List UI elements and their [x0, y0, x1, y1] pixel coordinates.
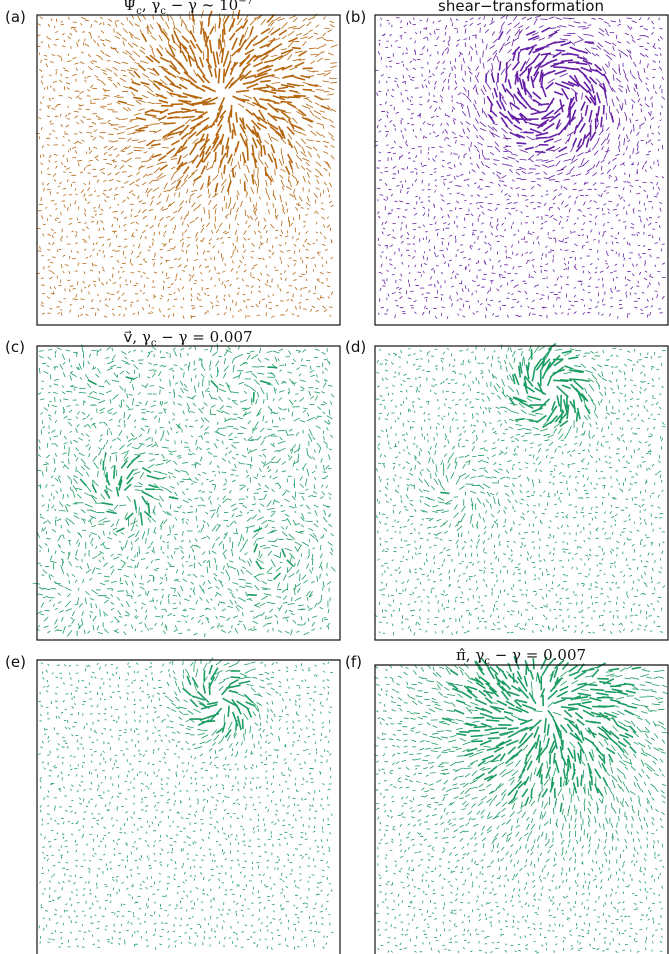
- panel-label: (a): [5, 8, 26, 26]
- panel-label: (c): [5, 338, 25, 356]
- figure: (a) Ψ̂c, γc − γ ~ 10−7 (b) shear−transfo…: [0, 0, 669, 954]
- title-part: −7: [238, 0, 253, 7]
- title-part: − γ = 0.007: [490, 646, 586, 664]
- panel-title: shear−transformation: [438, 0, 604, 15]
- vector-field: [36, 10, 338, 318]
- panel-frame: [375, 665, 668, 954]
- panel-c: (c) v⃗, γc − γ = 0.007: [5, 328, 340, 640]
- panel-frame: [37, 346, 340, 640]
- panel-frame: [375, 15, 668, 325]
- panel-label: (b): [345, 8, 366, 26]
- panel-frame: [375, 346, 668, 640]
- vector-field: [486, 27, 614, 152]
- vector-field: [442, 656, 641, 812]
- vector-field: [183, 665, 255, 737]
- title-part: − γ = 0.007: [156, 328, 252, 346]
- vector-field: [375, 345, 665, 636]
- title-part: shear−transformation: [438, 0, 604, 15]
- panel-frame: [37, 15, 340, 325]
- title-part: Ψ̂: [123, 0, 136, 14]
- title-part: π̂, γ: [456, 646, 484, 664]
- title-part: , γ: [142, 0, 161, 14]
- panel-label: (d): [345, 338, 366, 356]
- panel-label: (e): [5, 653, 26, 671]
- vector-field: [374, 662, 668, 954]
- vector-field: [118, 10, 329, 192]
- panel-frame: [37, 660, 340, 954]
- panel-title: v⃗, γc − γ = 0.007: [123, 328, 252, 349]
- vector-field: [38, 657, 333, 950]
- panel-title: π̂, γc − γ = 0.007: [456, 646, 586, 667]
- vector-field: [440, 344, 590, 494]
- vector-field: [375, 15, 666, 318]
- title-part: v⃗, γ: [123, 328, 150, 346]
- vector-field: [33, 343, 336, 637]
- vector-field: [80, 367, 293, 595]
- panel-label: (f): [345, 653, 362, 671]
- title-part: − γ ~ 10: [166, 0, 238, 14]
- panel-b: (b) shear−transformation: [345, 0, 668, 325]
- panel-e: (e): [5, 653, 340, 954]
